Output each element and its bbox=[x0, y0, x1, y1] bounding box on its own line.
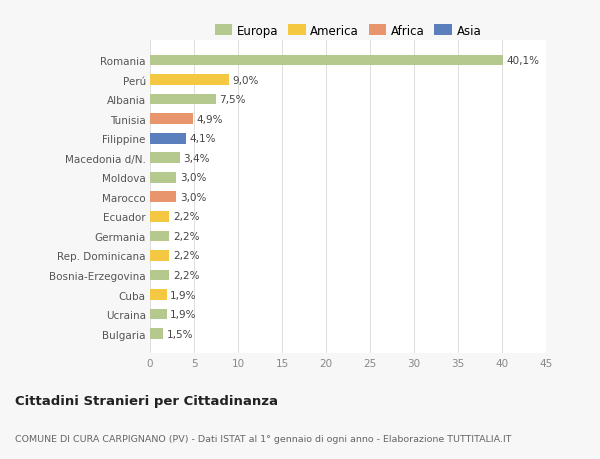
Text: 9,0%: 9,0% bbox=[233, 75, 259, 85]
Text: 3,0%: 3,0% bbox=[180, 192, 206, 202]
Bar bbox=[150, 192, 176, 203]
Text: 40,1%: 40,1% bbox=[506, 56, 539, 66]
Bar bbox=[150, 153, 180, 164]
Bar bbox=[150, 329, 163, 339]
Text: 1,5%: 1,5% bbox=[167, 329, 193, 339]
Bar bbox=[150, 270, 169, 281]
Text: 1,9%: 1,9% bbox=[170, 290, 197, 300]
Text: 3,4%: 3,4% bbox=[184, 153, 210, 163]
Text: 2,2%: 2,2% bbox=[173, 251, 199, 261]
Bar bbox=[150, 56, 503, 66]
Bar bbox=[150, 114, 193, 125]
Text: COMUNE DI CURA CARPIGNANO (PV) - Dati ISTAT al 1° gennaio di ogni anno - Elabora: COMUNE DI CURA CARPIGNANO (PV) - Dati IS… bbox=[15, 434, 511, 442]
Text: 4,1%: 4,1% bbox=[190, 134, 216, 144]
Bar bbox=[150, 95, 216, 105]
Bar bbox=[150, 75, 229, 86]
Text: Cittadini Stranieri per Cittadinanza: Cittadini Stranieri per Cittadinanza bbox=[15, 394, 278, 407]
Text: 2,2%: 2,2% bbox=[173, 270, 199, 280]
Bar bbox=[150, 212, 169, 222]
Bar bbox=[150, 231, 169, 242]
Bar bbox=[150, 173, 176, 183]
Text: 4,9%: 4,9% bbox=[197, 114, 223, 124]
Legend: Europa, America, Africa, Asia: Europa, America, Africa, Asia bbox=[212, 22, 484, 40]
Bar bbox=[150, 309, 167, 320]
Text: 7,5%: 7,5% bbox=[220, 95, 246, 105]
Text: 1,9%: 1,9% bbox=[170, 309, 197, 319]
Text: 3,0%: 3,0% bbox=[180, 173, 206, 183]
Text: 2,2%: 2,2% bbox=[173, 212, 199, 222]
Bar bbox=[150, 134, 186, 144]
Bar bbox=[150, 290, 167, 300]
Text: 2,2%: 2,2% bbox=[173, 231, 199, 241]
Bar bbox=[150, 251, 169, 261]
